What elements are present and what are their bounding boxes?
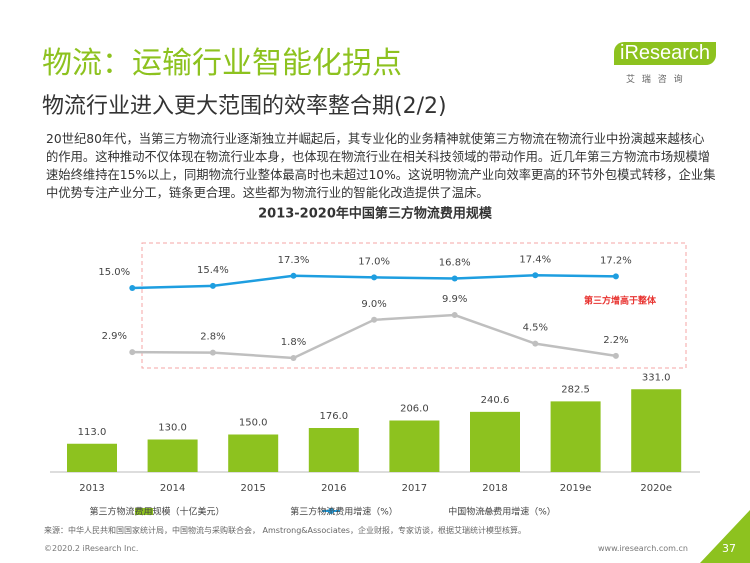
point-label: 17.2% (600, 255, 632, 266)
legend-label: 第三方物流费用规模（十亿美元） (89, 506, 224, 518)
legend-swatch (486, 508, 492, 514)
point-label: 9.0% (361, 299, 386, 310)
bar (308, 428, 359, 472)
point (612, 273, 619, 280)
point (451, 312, 458, 319)
bar (470, 411, 520, 472)
bar (67, 443, 117, 472)
x-tick-label: 2013 (79, 483, 104, 494)
x-tick-label: 2014 (160, 483, 185, 494)
point (290, 354, 297, 361)
point (371, 316, 378, 323)
legend-swatch (328, 508, 334, 514)
point (532, 272, 539, 279)
bar-label: 240.6 (481, 395, 510, 406)
point (371, 274, 378, 281)
point-label: 2.2% (603, 335, 628, 346)
point-label: 9.9% (442, 294, 467, 305)
point (129, 349, 136, 356)
subtitle: 物流行业进入更大范围的效率整合期(2/2) (42, 94, 447, 119)
title: 物流：运输行业智能化拐点 (42, 46, 402, 81)
point-label: 16.8% (439, 257, 471, 268)
logo-sub: 艾 瑞 咨 询 (626, 75, 685, 85)
point-label: 15.0% (98, 267, 130, 278)
body-text: 20世纪80年代，当第三方物流行业逐渐独立并崛起后，其专业化的业务精神就使第三方… (46, 132, 716, 200)
copyright: ©2020.2 iResearch Inc. (44, 544, 139, 553)
point-label: 2.9% (102, 331, 127, 342)
bar-label: 150.0 (239, 418, 268, 429)
bar (631, 389, 682, 472)
url: www.iresearch.com.cn (598, 544, 688, 553)
point-label: 17.4% (519, 254, 551, 265)
annotation: 第三方增高于整体 (584, 295, 657, 307)
x-tick-label: 2018 (482, 483, 507, 494)
point-label: 2.8% (200, 332, 225, 343)
point-label: 15.4% (197, 265, 229, 276)
logo: iResearch (614, 42, 717, 65)
point-label: 17.3% (278, 255, 310, 266)
bar (550, 401, 601, 472)
bar-label: 206.0 (400, 404, 429, 415)
legend-label: 中国物流总费用增速（%） (448, 506, 556, 518)
chart-title: 2013-2020年中国第三方物流费用规模 (258, 206, 493, 222)
point (209, 349, 216, 356)
point (290, 272, 297, 279)
bar (228, 434, 279, 472)
bar-label: 331.0 (642, 372, 671, 383)
line-box (141, 242, 687, 369)
bar (389, 420, 440, 472)
source: 来源：中华人民共和国国家统计局，中国物流与采购联合会， Amstrong&Ass… (44, 526, 526, 535)
point-label: 4.5% (523, 323, 548, 334)
legend-swatch (135, 508, 153, 515)
point (129, 285, 136, 291)
point (451, 275, 458, 282)
corner (700, 510, 750, 563)
x-tick-label: 2020e (640, 483, 672, 494)
point (209, 282, 216, 289)
point-label: 17.0% (358, 256, 390, 267)
bar-label: 130.0 (158, 423, 187, 434)
x-tick-label: 2019e (560, 483, 592, 494)
x-tick-label: 2017 (402, 483, 427, 494)
x-tick-label: 2016 (321, 483, 346, 494)
legend-label: 第三方物流费用增速（%） (290, 506, 398, 518)
x-tick-label: 2015 (240, 483, 265, 494)
bar-label: 176.0 (319, 411, 348, 422)
page-number: 37 (722, 542, 736, 555)
bar (147, 439, 198, 472)
point-label: 1.8% (281, 337, 306, 348)
bar-label: 113.0 (78, 427, 107, 438)
point (532, 340, 539, 347)
bar-label: 282.5 (561, 384, 590, 395)
point (612, 352, 619, 359)
